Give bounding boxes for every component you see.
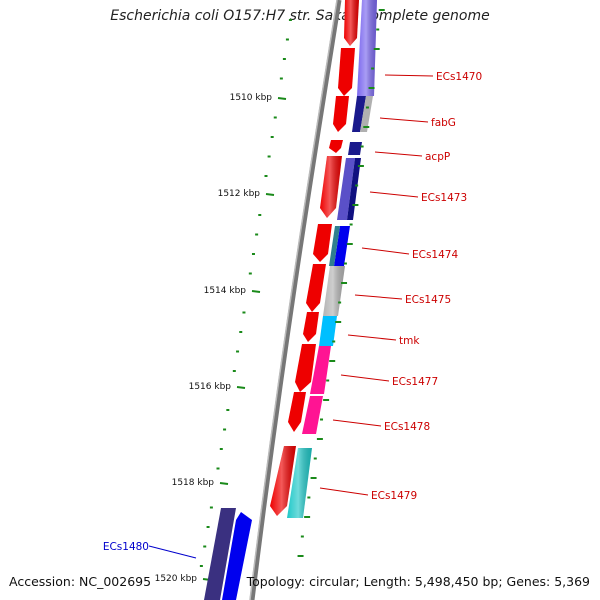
gene-label-fabg[interactable]: fabG: [431, 117, 456, 129]
cds-shine: [344, 0, 359, 46]
gene-leader-line: [374, 151, 423, 157]
gene-block-ecs1473-dark[interactable]: [347, 158, 361, 220]
scale-tick-mark: [265, 193, 275, 196]
cds-arrow[interactable]: [333, 96, 349, 132]
gene-label-ecs1479[interactable]: ECs1479: [371, 490, 417, 502]
scale-tick-label: 1510 kbp: [230, 93, 273, 103]
scale-tick-label: 1520 kbp: [155, 574, 198, 584]
genome-backbone-highlight: [249, 0, 338, 600]
scale-tick-mark: [236, 386, 246, 389]
gene-track: [204, 0, 377, 600]
gene-block-ecs1477[interactable]: [310, 346, 331, 394]
gene-block-ecs1474-teal[interactable]: [329, 226, 340, 266]
gene-block-ecs1473[interactable]: [337, 158, 355, 220]
gene-block-fabg[interactable]: [352, 96, 366, 132]
cds-arrow[interactable]: [313, 224, 332, 262]
gene-block-ecs1474[interactable]: [334, 226, 350, 266]
cds-shine: [270, 446, 296, 516]
cds-arrow[interactable]: [329, 140, 343, 153]
scale-tick-mark: [277, 97, 287, 100]
cds-track: [270, 0, 359, 516]
cds-arrow[interactable]: [288, 392, 306, 432]
genome-summary-text: Topology: circular; Length: 5,498,450 bp…: [246, 574, 590, 589]
cds-arrow[interactable]: [295, 344, 316, 392]
scale-ticks: 1510 kbp 1512 kbp 1514 kbp 1516 kbp 1518 kbp…: [155, 93, 287, 584]
cds-arrow[interactable]: [303, 312, 319, 342]
genome-title: Escherichia coli O157:H7 str. Sakai, com…: [110, 8, 490, 24]
gene-label-ecs1478[interactable]: ECs1478: [384, 421, 430, 433]
scale-tick-label: 1514 kbp: [204, 286, 247, 296]
gene-block-tmk[interactable]: [319, 316, 337, 346]
gene-label-acpp[interactable]: acpP: [425, 151, 450, 163]
gene-label-tmk[interactable]: tmk: [399, 335, 420, 347]
gene-block-ecs1480[interactable]: [204, 508, 236, 600]
gene-leader-line: [148, 545, 197, 559]
gene-labels: ECs1470 fabG acpP ECs1473 ECs1474 ECs1475 tmk E…: [103, 71, 482, 559]
cds-arrow[interactable]: [338, 48, 355, 96]
gene-leader-line: [319, 487, 369, 496]
gene-shine: [323, 266, 345, 316]
gene-label-ecs1474[interactable]: ECs1474: [412, 249, 458, 261]
gene-leader-line: [379, 117, 429, 123]
genome-backbone: [249, 0, 342, 600]
gene-leader-line: [340, 374, 390, 382]
scale-tick-mark: [251, 290, 261, 293]
cds-shine: [320, 156, 342, 218]
gene-block-ecs1478[interactable]: [302, 396, 323, 434]
gene-label-ecs1473[interactable]: ECs1473: [421, 192, 467, 204]
gene-label-ecs1477[interactable]: ECs1477: [392, 376, 438, 388]
gene-label-ecs1475[interactable]: ECs1475: [405, 294, 451, 306]
gene-label-ecs1470[interactable]: ECs1470: [436, 71, 482, 83]
gene-block-ecs1480-arrow[interactable]: [222, 512, 252, 600]
scale-tick-label: 1512 kbp: [218, 189, 261, 199]
gene-block-acpp[interactable]: [348, 142, 362, 155]
outer-dot-guide: [199, 9, 385, 567]
gene-label-ecs1480[interactable]: ECs1480: [103, 541, 149, 553]
scale-tick-mark: [219, 482, 229, 485]
gene-leader-line: [347, 334, 397, 341]
scale-tick-label: 1518 kbp: [172, 478, 215, 488]
gene-block-fabg-grey[interactable]: [360, 96, 373, 132]
cds-arrow[interactable]: [306, 264, 326, 312]
gene-leader-line: [332, 419, 382, 427]
gene-shine: [357, 0, 377, 96]
gene-leader-line: [354, 294, 403, 300]
gene-leader-line: [369, 191, 419, 198]
accession-text: Accession: NC_002695: [9, 574, 152, 589]
gene-leader-line: [361, 247, 410, 255]
scale-tick-label: 1516 kbp: [189, 382, 232, 392]
gene-leader-line: [384, 74, 434, 77]
gene-shine: [287, 448, 312, 518]
